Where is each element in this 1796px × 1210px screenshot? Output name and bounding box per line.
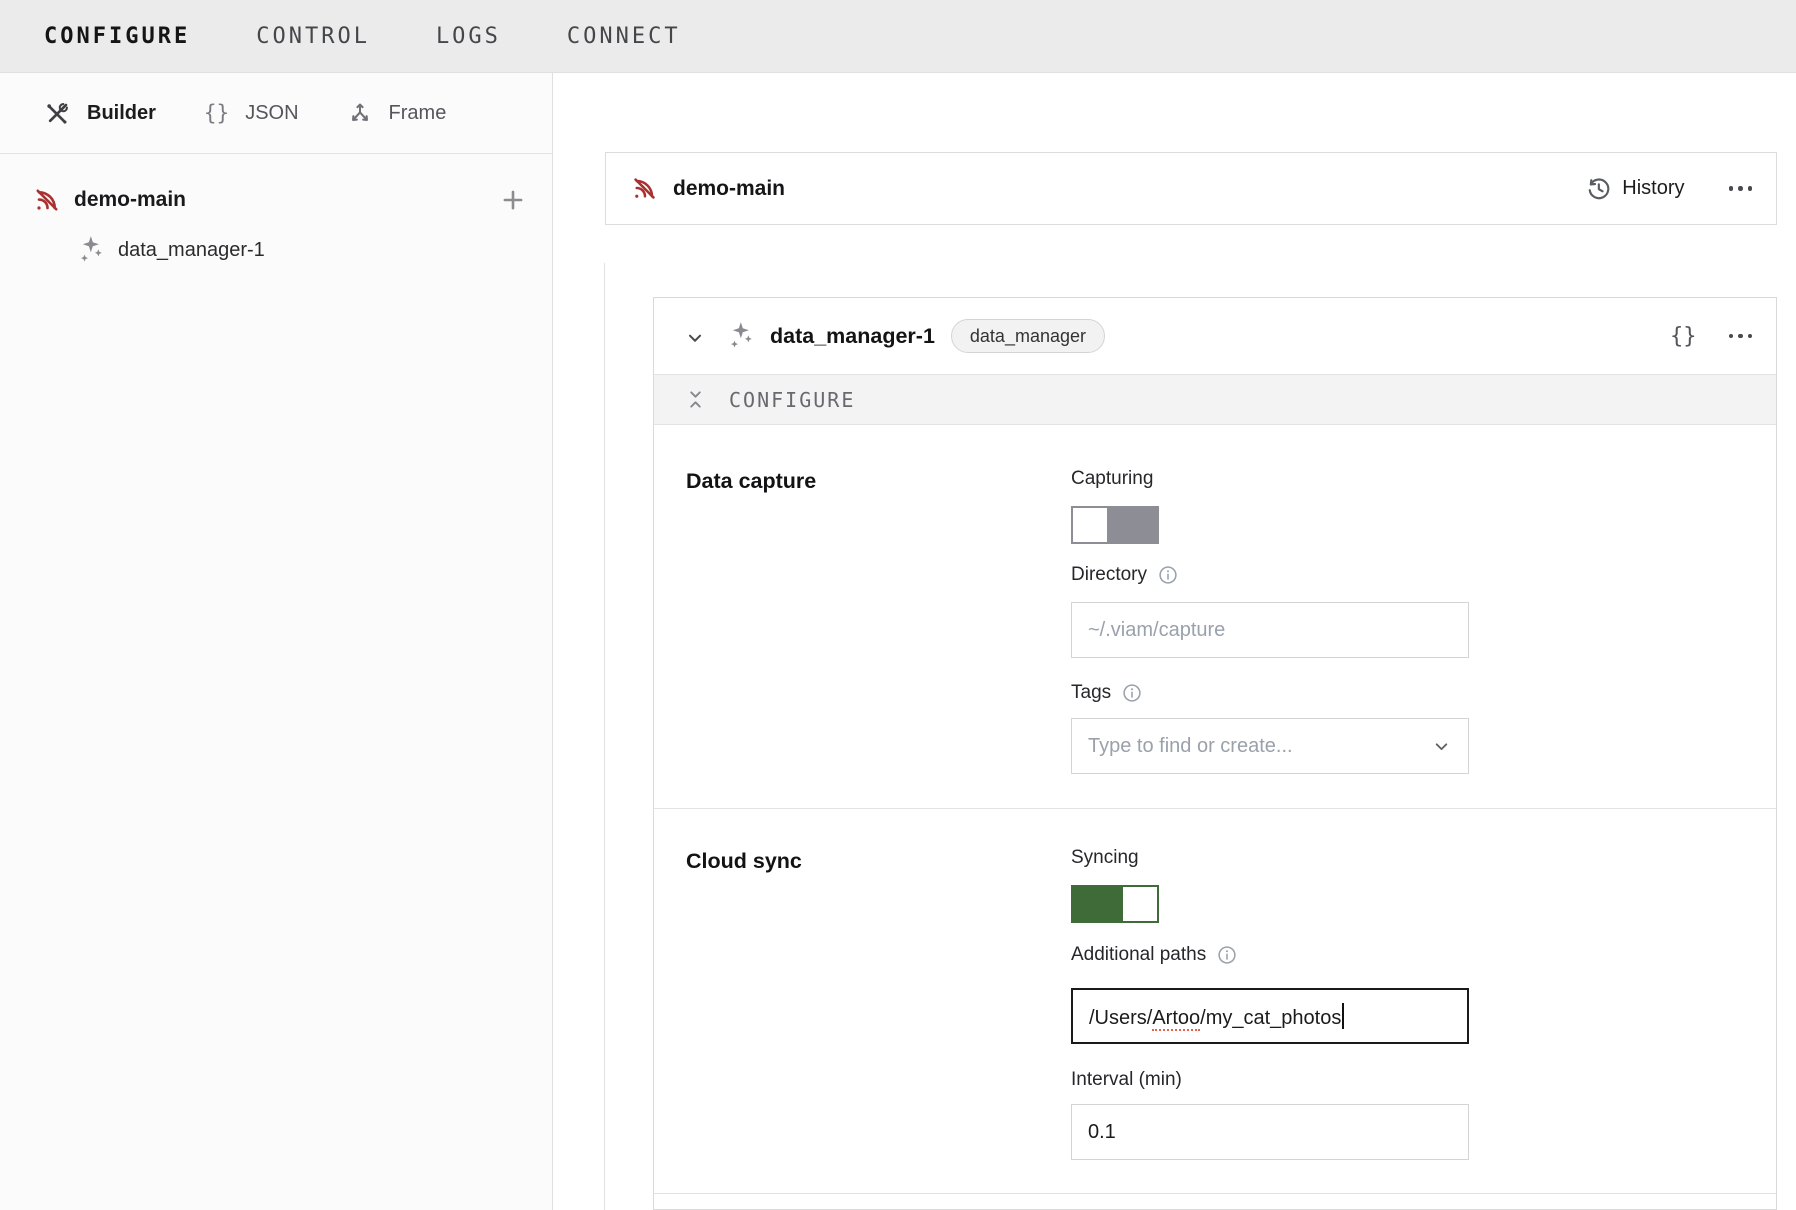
component-menu-ellipsis[interactable] — [1728, 333, 1752, 339]
path-text: /my_cat_photos — [1200, 1006, 1342, 1029]
part-title: demo-main — [673, 176, 786, 200]
interval-value: 0.1 — [1088, 1120, 1116, 1143]
component-type-badge: data_manager — [950, 319, 1105, 353]
syncing-toggle[interactable] — [1071, 885, 1159, 923]
directory-placeholder: ~/.viam/capture — [1088, 618, 1226, 641]
tags-placeholder: Type to find or create... — [1088, 734, 1293, 757]
history-button[interactable]: History — [1585, 175, 1685, 202]
top-nav: CONFIGURE CONTROL LOGS CONNECT — [0, 0, 1796, 73]
additional-paths-label: Additional paths — [1071, 944, 1207, 965]
frame-axes-icon — [347, 100, 373, 126]
tab-control[interactable]: CONTROL — [256, 23, 370, 49]
sparkles-icon — [728, 321, 756, 351]
path-misspelled-text: Artoo — [1152, 1006, 1201, 1031]
directory-input[interactable]: ~/.viam/capture — [1071, 602, 1469, 658]
syncing-label: Syncing — [1071, 847, 1139, 868]
builder-tab-label: Builder — [87, 101, 156, 124]
add-component-button[interactable] — [500, 187, 526, 213]
component-name: data_manager-1 — [118, 238, 265, 261]
additional-paths-input[interactable]: /Users/Artoo/my_cat_photos — [1071, 988, 1469, 1044]
interval-input[interactable]: 0.1 — [1071, 1104, 1469, 1160]
tab-frame[interactable]: Frame — [347, 100, 447, 126]
collapse-chevron-down-icon[interactable] — [684, 327, 706, 349]
offline-icon — [32, 185, 62, 215]
collapse-vertical-icon — [686, 389, 705, 410]
next-section-stub — [654, 1194, 1776, 1210]
data-manager-card-header: data_manager-1 data_manager {} — [654, 298, 1776, 374]
info-icon[interactable] — [1157, 564, 1179, 586]
tab-connect[interactable]: CONNECT — [566, 23, 681, 49]
machine-part-name: demo-main — [74, 188, 187, 211]
capturing-toggle[interactable] — [1071, 506, 1159, 544]
capturing-label: Capturing — [1071, 468, 1154, 489]
part-menu-ellipsis[interactable] — [1728, 186, 1752, 191]
machine-part-tree: demo-main data_manager-1 — [0, 154, 552, 270]
toggle-knob — [1121, 885, 1159, 923]
configure-section-bar[interactable]: CONFIGURE — [654, 374, 1776, 425]
path-text: /Users/ — [1089, 1006, 1153, 1029]
braces-icon: {} — [203, 101, 230, 125]
tags-combobox[interactable]: Type to find or create... — [1071, 718, 1469, 774]
builder-tools-icon — [44, 100, 71, 127]
json-tab-label: JSON — [245, 101, 299, 124]
frame-tab-label: Frame — [388, 101, 447, 124]
tags-label: Tags — [1071, 682, 1112, 703]
part-header-card: demo-main History — [605, 152, 1777, 225]
data-capture-section: Data capture Capturing Directory ~/.viam… — [654, 425, 1776, 809]
text-caret — [1342, 1002, 1345, 1029]
tree-item-data-manager-1[interactable]: data_manager-1 — [0, 230, 552, 270]
configure-section-label: CONFIGURE — [729, 387, 856, 412]
sparkles-icon — [78, 235, 106, 265]
history-clock-icon — [1585, 175, 1612, 202]
json-mode-button[interactable]: {} — [1670, 323, 1697, 349]
data-manager-card: data_manager-1 data_manager {} CONFIGURE… — [653, 297, 1777, 1210]
tab-builder[interactable]: Builder — [44, 100, 156, 127]
tree-item-demo-main[interactable]: demo-main — [0, 178, 552, 222]
chevron-down-icon — [1431, 736, 1452, 757]
left-rail: Builder {} JSON Frame — [0, 73, 553, 1210]
cloud-sync-section: Cloud sync Syncing Additional paths /Use… — [654, 809, 1776, 1194]
offline-icon — [630, 174, 659, 203]
tab-configure[interactable]: CONFIGURE — [44, 23, 191, 49]
component-title: data_manager-1 — [770, 323, 935, 348]
info-icon[interactable] — [1121, 682, 1143, 704]
info-icon[interactable] — [1216, 944, 1238, 966]
toggle-knob — [1071, 506, 1109, 544]
directory-label: Directory — [1071, 564, 1148, 585]
tab-json[interactable]: {} JSON — [204, 101, 299, 125]
main-panel: demo-main History — [553, 73, 1796, 1210]
data-capture-heading: Data capture — [686, 469, 817, 493]
config-mode-switcher: Builder {} JSON Frame — [0, 73, 552, 154]
tab-logs[interactable]: LOGS — [435, 23, 501, 49]
part-section-divider-line — [604, 263, 605, 1210]
interval-label: Interval (min) — [1071, 1069, 1182, 1090]
history-label: History — [1622, 177, 1685, 199]
cloud-sync-heading: Cloud sync — [686, 849, 802, 873]
